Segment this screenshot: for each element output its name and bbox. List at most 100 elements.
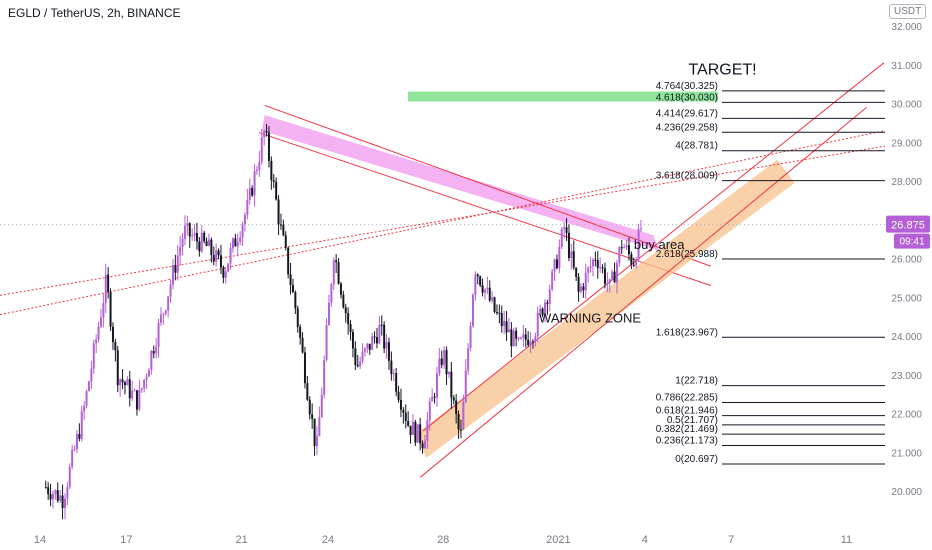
candle-body <box>143 379 146 389</box>
candle-body <box>342 294 345 308</box>
candle-body <box>155 346 158 354</box>
candle-body <box>524 334 527 340</box>
candle-body <box>95 339 98 344</box>
candle-body <box>231 238 234 249</box>
candle-body <box>176 255 179 273</box>
candle-body <box>303 352 306 384</box>
candle-body <box>222 267 225 278</box>
candle-body <box>572 251 575 268</box>
candle-body <box>366 343 369 349</box>
y-tick-label: 29.000 <box>891 138 922 149</box>
y-tick-label: 30.000 <box>891 100 922 111</box>
candle-body <box>159 314 162 323</box>
candle-body <box>563 227 566 230</box>
candle-body <box>637 228 640 260</box>
candle-body <box>171 265 174 285</box>
y-tick-label: 31.000 <box>891 61 922 72</box>
candle-body <box>162 313 165 315</box>
candle-body <box>409 425 412 435</box>
candle-body <box>54 490 57 494</box>
candle-body <box>551 271 554 290</box>
fib-level-label: 1.618(23.967) <box>656 327 718 338</box>
candle-body <box>589 266 592 268</box>
candle-body <box>68 466 71 488</box>
candle-body <box>152 351 155 354</box>
candle-body <box>44 487 47 489</box>
candle-body <box>419 424 422 444</box>
candle-body <box>423 440 426 449</box>
candle-body <box>486 287 489 290</box>
candle-body <box>330 284 333 303</box>
candle-body <box>483 289 486 293</box>
candle-body <box>246 199 249 215</box>
candle-body <box>488 287 491 301</box>
candle-body <box>299 326 302 338</box>
candle-body <box>147 370 150 377</box>
currency-badge[interactable]: USDT <box>889 4 927 19</box>
candle-body <box>85 391 88 406</box>
resistance-band <box>261 115 660 251</box>
candle-body <box>579 286 582 292</box>
candle-body <box>56 490 59 501</box>
candle-body <box>392 373 395 375</box>
fib-level-label: 0.382(21.469) <box>656 424 718 435</box>
candle-body <box>138 389 141 410</box>
candle-body <box>272 180 275 182</box>
fib-level-label: 0.786(22.285) <box>656 392 718 403</box>
fib-level-label: 4(28.781) <box>675 141 718 152</box>
candle-body <box>443 350 446 365</box>
candle-body <box>517 338 520 340</box>
candle-body <box>335 260 338 263</box>
candle-body <box>140 388 143 390</box>
candle-body <box>119 379 122 386</box>
candle-body <box>215 250 218 262</box>
candle-body <box>373 336 376 338</box>
support-band <box>417 159 795 459</box>
candle-body <box>455 400 458 415</box>
candle-body <box>399 399 402 410</box>
y-tick-label: 28.000 <box>891 177 922 188</box>
candle-body <box>575 267 578 277</box>
fib-level-label: 4.618(30.030) <box>656 92 718 103</box>
candle-body <box>620 247 623 249</box>
candle-body <box>421 443 424 449</box>
candle-body <box>255 169 258 172</box>
candle-body <box>339 283 342 295</box>
x-tick-label: 21 <box>235 534 247 546</box>
candle-body <box>397 391 400 400</box>
candle-body <box>462 401 465 430</box>
current-price-badge <box>886 215 930 233</box>
candle-body <box>291 285 294 293</box>
candle-body <box>457 414 460 430</box>
y-tick-label: 25.000 <box>891 293 922 304</box>
candle-body <box>195 233 198 242</box>
candle-body <box>183 225 186 239</box>
candle-body <box>507 329 510 333</box>
candle-body <box>387 342 390 361</box>
countdown-value: 09:41 <box>899 237 924 248</box>
candle-body <box>505 321 508 333</box>
symbol-title: EGLD / TetherUS, 2h, BINANCE <box>8 6 181 20</box>
candle-body <box>169 284 172 297</box>
y-tick-label: 21.000 <box>891 448 922 459</box>
candle-body <box>615 263 618 283</box>
candle-body <box>59 495 62 501</box>
fib-level-label: 0.5(21.707) <box>667 415 718 426</box>
candle-body <box>323 359 326 395</box>
fib-level-label: 4.414(29.617) <box>656 108 718 119</box>
candle-body <box>277 199 280 225</box>
candle-body <box>123 382 126 386</box>
candle-body <box>111 326 114 343</box>
support-line-upper <box>422 62 885 432</box>
candle-body <box>414 421 417 443</box>
candle-body <box>344 307 347 314</box>
candle-body <box>289 274 292 286</box>
candle-body <box>167 296 170 311</box>
chart-annotation: WARNING ZONE <box>539 310 641 325</box>
candle-body <box>548 289 551 304</box>
candle-body <box>193 233 196 236</box>
candle-body <box>361 351 364 362</box>
candle-body <box>599 267 602 269</box>
candle-body <box>491 297 494 301</box>
